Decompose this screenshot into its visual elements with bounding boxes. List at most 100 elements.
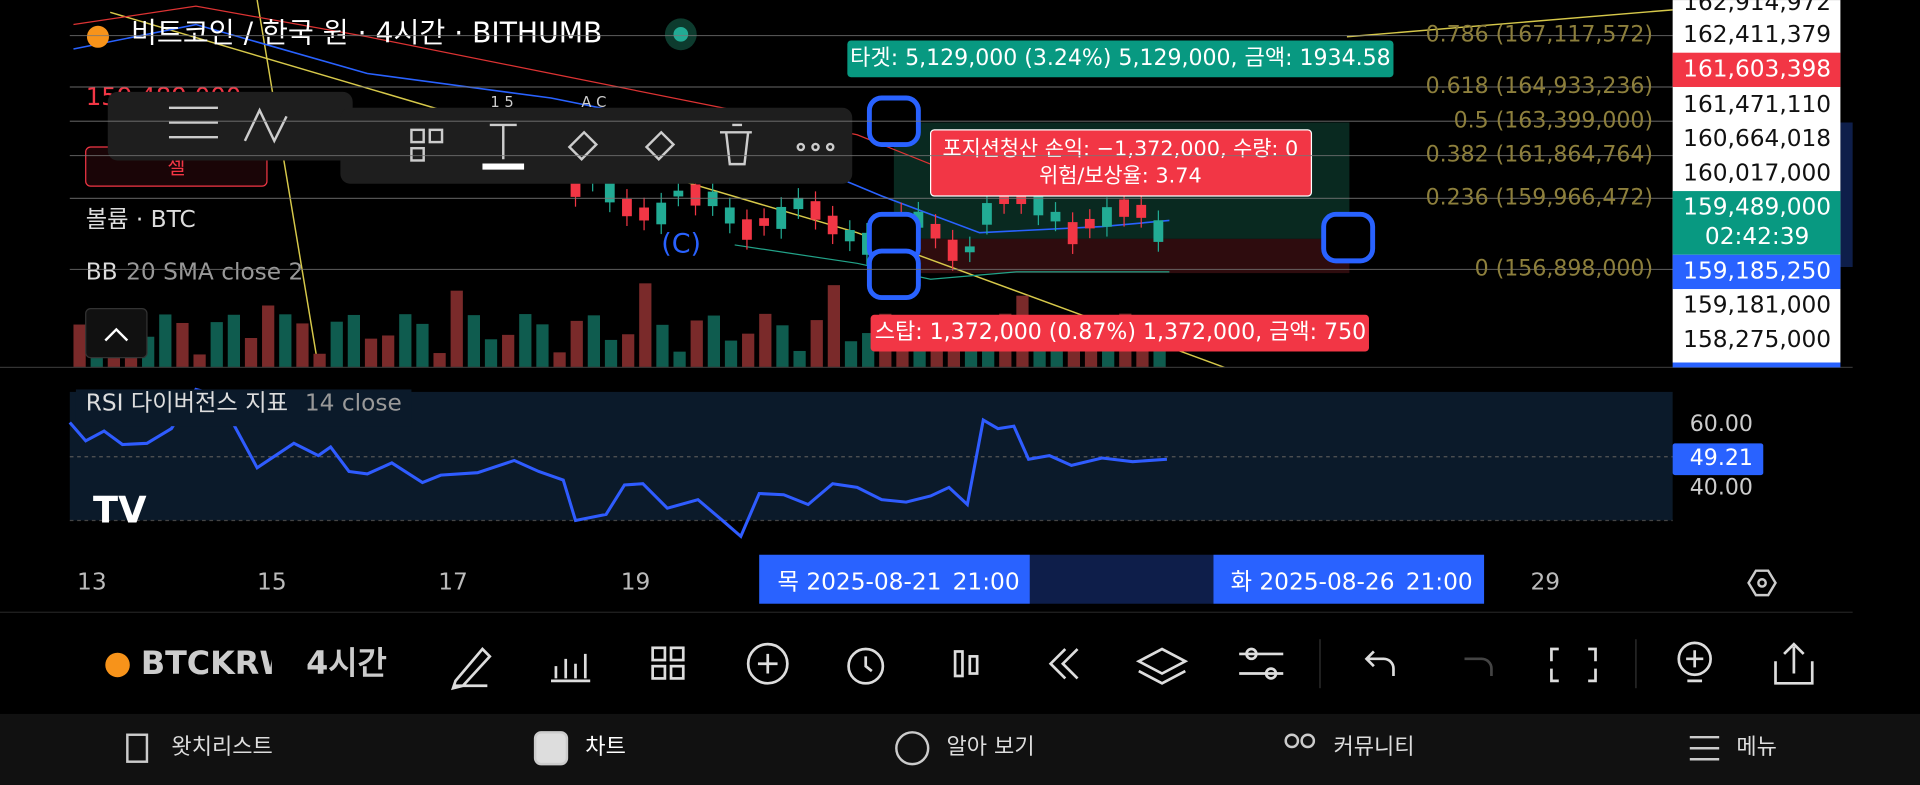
volume-bar (467, 315, 480, 368)
text-style-hint: A C (581, 94, 606, 111)
fib-label: 0.618 (164,933,236) (1426, 74, 1653, 99)
undo-icon[interactable] (1364, 650, 1395, 676)
share-icon[interactable] (1774, 642, 1814, 685)
volume-bar (707, 315, 720, 368)
trend-line (1346, 9, 1673, 38)
volume-bar (364, 338, 378, 368)
price-label: 159,489,000 (1683, 194, 1831, 221)
target-label: 타겟: 5,129,000 (3.24%) 5,129,000, 금액: 193… (850, 46, 1390, 71)
text-size-hint: 1 5 (490, 94, 513, 111)
tv-logo: TV (93, 488, 147, 531)
fullscreen-icon[interactable] (1550, 647, 1597, 683)
layout-icon[interactable] (651, 646, 667, 662)
candle-body (1136, 204, 1147, 218)
grid-add-icon[interactable] (410, 128, 425, 144)
toolbar-interval[interactable]: 4시간 (306, 644, 387, 682)
collapse-icon[interactable] (104, 327, 129, 342)
volume-bar (262, 305, 275, 368)
volume-bar (553, 352, 566, 368)
replay-icon[interactable] (1048, 648, 1079, 680)
candle-body (1050, 211, 1061, 222)
rsi-legend-bg (75, 389, 412, 427)
toolbar-symbol[interactable]: BTCKRW (141, 644, 295, 682)
volume-bar (210, 322, 223, 368)
cursor-2-time: 21:00 (1406, 568, 1473, 595)
menu-icon[interactable] (1689, 735, 1720, 761)
nav-item[interactable]: 커뮤니티 (1333, 735, 1414, 760)
volume-bar (433, 353, 446, 368)
time-label: 19 (621, 568, 651, 595)
drawing-toolbar (107, 91, 353, 161)
candle-icon[interactable] (953, 650, 964, 678)
price-label: 159,185,250 (1683, 257, 1831, 284)
chart-icon[interactable] (533, 731, 569, 766)
volume-bar (639, 283, 652, 368)
candle-body (570, 174, 581, 197)
candle-body (776, 206, 787, 229)
volume-bar (73, 324, 86, 368)
redo-icon[interactable] (1464, 657, 1493, 676)
volume-bar (656, 324, 669, 368)
volume-bar (450, 290, 463, 368)
range-highlight (1029, 554, 1214, 604)
nav-item[interactable]: 알아 보기 (947, 735, 1035, 760)
volume-bar (724, 340, 738, 368)
wave-label: (C) (661, 228, 701, 259)
volume-bar (159, 314, 172, 368)
rsi-name: RSI 다이버전스 지표 (86, 390, 288, 417)
nav-item[interactable]: 메뉴 (1736, 735, 1777, 760)
fib-label: 0.786 (167,117,572) (1426, 23, 1653, 48)
delete-icon[interactable] (720, 123, 752, 166)
explore-icon[interactable] (895, 731, 930, 766)
position-ratio: 위험/보상율: 3.74 (1039, 163, 1202, 187)
draw-icon[interactable] (451, 647, 492, 691)
time-label: 13 (77, 568, 107, 595)
candle-body (827, 215, 838, 235)
volume-bar (759, 313, 772, 368)
cursor-2-box (1213, 554, 1485, 604)
time-label: 29 (1531, 568, 1561, 595)
candle-body (724, 207, 735, 224)
candle-body (810, 201, 821, 220)
volume-bar (296, 323, 309, 368)
candle-body (690, 184, 701, 206)
countdown: 02:42:39 (1705, 223, 1809, 250)
rsi-upper-label: 60.00 (1690, 412, 1753, 437)
alert-icon[interactable] (847, 647, 885, 685)
settings-icon[interactable] (1747, 569, 1777, 597)
rsi-params: 14 close (305, 390, 402, 417)
pattern-icon[interactable] (243, 107, 288, 144)
cursor-2-date: 화 2025-08-26 (1231, 568, 1395, 595)
watchlist-icon[interactable] (126, 733, 149, 763)
candle-body (982, 203, 992, 225)
nav-item[interactable]: 차트 (585, 735, 626, 760)
volume-bar (827, 285, 840, 368)
price-label: 160,017,000 (1683, 159, 1831, 186)
stop-box (870, 314, 1369, 352)
time-label: 15 (257, 568, 287, 595)
collapse-button[interactable] (85, 308, 148, 359)
volume-bar (330, 321, 343, 368)
indicator-icon[interactable] (551, 653, 591, 683)
candle-body (742, 219, 752, 240)
candle-body (1119, 199, 1129, 217)
market-status-dot (673, 26, 689, 42)
candle-body (759, 218, 769, 226)
add-icon[interactable] (746, 642, 789, 685)
community-icon[interactable] (1284, 733, 1300, 749)
toolbar-icons (451, 641, 1814, 691)
rsi-lower-label: 40.00 (1690, 476, 1753, 501)
candle-body (964, 246, 975, 253)
layers-icon[interactable] (1135, 647, 1189, 685)
text-icon[interactable] (489, 123, 517, 160)
btc-icon (86, 25, 109, 48)
sell-button-label[interactable]: 셀 (167, 155, 185, 178)
idea-icon[interactable] (1677, 641, 1712, 677)
position-box (930, 129, 1313, 197)
cursor-1-date: 목 2025-08-21 (778, 568, 942, 595)
nav-labels: 왓치리스트 차트 알아 보기 커뮤니티 메뉴 (171, 735, 1776, 760)
nav-item[interactable]: 왓치리스트 (171, 735, 272, 760)
volume-bar (673, 351, 686, 368)
price-label: 159,181,000 (1683, 292, 1831, 319)
menu-icon[interactable] (168, 106, 218, 139)
